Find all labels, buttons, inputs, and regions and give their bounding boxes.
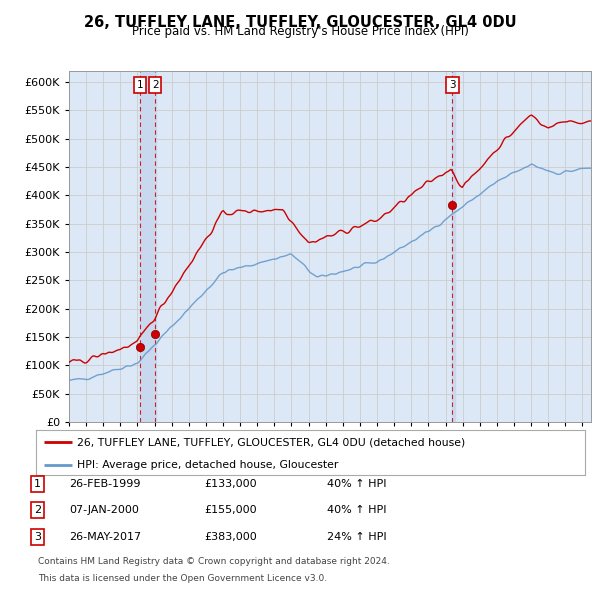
Text: Contains HM Land Registry data © Crown copyright and database right 2024.: Contains HM Land Registry data © Crown c… — [38, 558, 389, 566]
Text: 26, TUFFLEY LANE, TUFFLEY, GLOUCESTER, GL4 0DU (detached house): 26, TUFFLEY LANE, TUFFLEY, GLOUCESTER, G… — [77, 437, 466, 447]
Text: Price paid vs. HM Land Registry's House Price Index (HPI): Price paid vs. HM Land Registry's House … — [131, 25, 469, 38]
Bar — [140, 71, 155, 422]
Text: This data is licensed under the Open Government Licence v3.0.: This data is licensed under the Open Gov… — [38, 574, 327, 583]
Text: 26, TUFFLEY LANE, TUFFLEY, GLOUCESTER, GL4 0DU: 26, TUFFLEY LANE, TUFFLEY, GLOUCESTER, G… — [83, 15, 517, 30]
Text: 1: 1 — [137, 80, 143, 90]
Text: 07-JAN-2000: 07-JAN-2000 — [69, 506, 139, 515]
Text: 40% ↑ HPI: 40% ↑ HPI — [327, 479, 386, 489]
Text: 3: 3 — [449, 80, 455, 90]
Text: 40% ↑ HPI: 40% ↑ HPI — [327, 506, 386, 515]
Text: 1: 1 — [34, 479, 41, 489]
Text: 26-MAY-2017: 26-MAY-2017 — [69, 532, 141, 542]
Text: 26-FEB-1999: 26-FEB-1999 — [69, 479, 140, 489]
Text: £133,000: £133,000 — [204, 479, 257, 489]
Text: £155,000: £155,000 — [204, 506, 257, 515]
Text: 3: 3 — [34, 532, 41, 542]
Text: 2: 2 — [152, 80, 158, 90]
Text: HPI: Average price, detached house, Gloucester: HPI: Average price, detached house, Glou… — [77, 460, 338, 470]
Text: 2: 2 — [34, 506, 41, 515]
Text: £383,000: £383,000 — [204, 532, 257, 542]
Text: 24% ↑ HPI: 24% ↑ HPI — [327, 532, 386, 542]
Bar — [452, 71, 455, 422]
